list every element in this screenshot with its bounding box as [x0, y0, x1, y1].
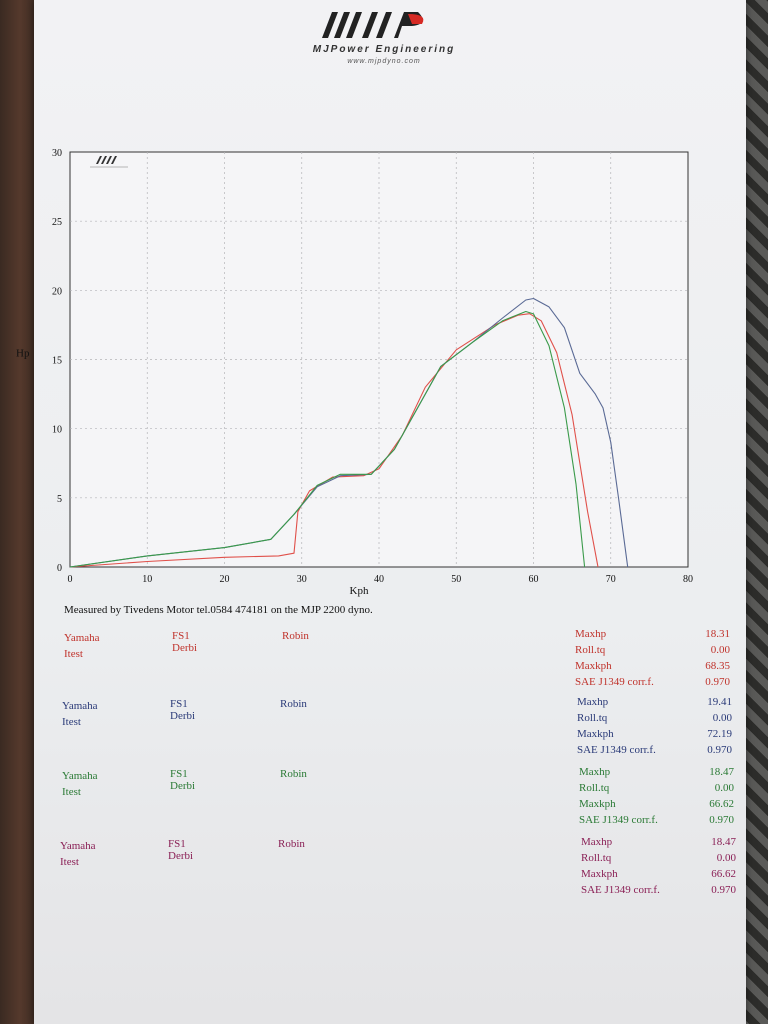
stat-roll-tq: Roll.tq 0.00	[577, 710, 732, 726]
run-vehicle: Yamaha Itest	[62, 698, 98, 730]
stat-correction: SAE J1349 corr.f. 0.970	[575, 674, 730, 690]
stat-correction-label: SAE J1349 corr.f.	[581, 884, 660, 896]
stat-maxkph: Maxkph 72.19	[577, 726, 732, 742]
run-stats-1: Maxhp 18.31 Roll.tq 0.00 Maxkph 68.35 SAE J134…	[575, 626, 730, 690]
run-model: FS1 Derbi	[170, 698, 196, 722]
x-tick-label: 60	[529, 574, 539, 585]
stat-maxhp: Maxhp 19.41	[577, 694, 732, 710]
x-tick-label: 0	[68, 574, 73, 585]
stat-maxkph-value: 68.35	[705, 660, 730, 672]
y-axis-label: Hp	[16, 348, 30, 360]
run-vehicle: Yamaha Itest	[62, 768, 98, 800]
y-tick-label: 15	[52, 356, 62, 367]
stat-maxkph-value: 66.62	[709, 798, 734, 810]
run-stats-4: Maxhp 18.47 Roll.tq 0.00 Maxkph 66.62 SAE J134…	[581, 834, 736, 898]
stat-roll-tq: Roll.tq 0.00	[581, 850, 736, 866]
y-tick-label: 5	[57, 494, 62, 505]
stat-maxhp-value: 18.31	[705, 628, 730, 640]
run-vehicle: Yamaha Itest	[64, 630, 100, 662]
run-stats-3: Maxhp 18.47 Roll.tq 0.00 Maxkph 66.62 SAE J134…	[579, 764, 734, 828]
stat-correction-value: 0.970	[705, 676, 730, 688]
stat-maxhp-label: Maxhp	[577, 696, 609, 708]
stat-maxkph: Maxkph 68.35	[575, 658, 730, 674]
run-model: FS1 Derbi	[170, 768, 196, 792]
company-name: MJPower Engineering	[312, 44, 456, 55]
stat-maxhp-label: Maxhp	[579, 766, 611, 778]
measured-by-note: Measured by Tivedens Motor tel.0584 4741…	[64, 604, 373, 616]
stat-correction-value: 0.970	[709, 814, 734, 826]
x-tick-label: 80	[683, 574, 693, 585]
x-tick-label: 10	[142, 574, 152, 585]
run-rider: Robin	[280, 768, 307, 780]
stat-roll-tq-label: Roll.tq	[579, 782, 610, 794]
run-rider: Robin	[280, 698, 307, 710]
stat-maxkph: Maxkph 66.62	[579, 796, 734, 812]
stat-roll-tq-value: 0.00	[710, 644, 730, 656]
run-make: Yamaha	[64, 632, 100, 644]
run-test: Itest	[64, 648, 83, 660]
stat-roll-tq: Roll.tq 0.00	[579, 780, 734, 796]
chart-logo-icon	[90, 156, 128, 168]
x-tick-label: 50	[451, 574, 461, 585]
mjp-logo-icon	[322, 12, 424, 38]
x-tick-label: 20	[220, 574, 230, 585]
run-rider: Robin	[282, 630, 309, 642]
stat-maxkph-label: Maxkph	[579, 798, 616, 810]
stat-correction-value: 0.970	[707, 744, 732, 756]
stat-correction: SAE J1349 corr.f. 0.970	[581, 882, 736, 898]
run-rider: Robin	[278, 838, 305, 850]
stat-maxhp-value: 18.47	[709, 766, 734, 778]
stat-maxhp: Maxhp 18.47	[579, 764, 734, 780]
stat-correction-value: 0.970	[711, 884, 736, 896]
stat-correction: SAE J1349 corr.f. 0.970	[579, 812, 734, 828]
x-axis-label: Kph	[350, 585, 369, 597]
stat-roll-tq-value: 0.00	[714, 782, 734, 794]
dyno-chart: 0 10 20 30 40 50 60 70 80 0 5 10 15 20 25 30 Kph Hp	[16, 148, 693, 597]
y-tick-label: 0	[57, 563, 62, 574]
stat-roll-tq-value: 0.00	[716, 852, 736, 864]
x-tick-label: 70	[606, 574, 616, 585]
x-tick-label: 30	[297, 574, 307, 585]
stat-roll-tq-label: Roll.tq	[581, 852, 612, 864]
run-model: FS1 Derbi	[172, 630, 198, 654]
y-tick-label: 10	[52, 425, 62, 436]
run-make: Yamaha	[62, 770, 98, 782]
stat-maxhp-value: 18.47	[711, 836, 736, 848]
stat-correction-label: SAE J1349 corr.f.	[575, 676, 654, 688]
stat-roll-tq: Roll.tq 0.00	[575, 642, 730, 658]
y-tick-label: 25	[52, 217, 62, 228]
stat-correction-label: SAE J1349 corr.f.	[577, 744, 656, 756]
stat-maxhp: Maxhp 18.31	[575, 626, 730, 642]
x-tick-label: 40	[374, 574, 384, 585]
stat-maxkph-label: Maxkph	[575, 660, 612, 672]
y-tick-label: 20	[52, 286, 62, 297]
stat-maxhp-value: 19.41	[707, 696, 732, 708]
y-tick-label: 30	[52, 148, 62, 159]
stat-maxhp-label: Maxhp	[581, 836, 613, 848]
run-test: Itest	[60, 856, 79, 868]
stat-roll-tq-label: Roll.tq	[575, 644, 606, 656]
stat-maxkph-value: 72.19	[707, 728, 732, 740]
run-vehicle: Yamaha Itest	[60, 838, 96, 870]
stat-roll-tq-label: Roll.tq	[577, 712, 608, 724]
run-test: Itest	[62, 786, 81, 798]
company-url: www.mjpdyno.com	[347, 58, 421, 65]
stat-roll-tq-value: 0.00	[712, 712, 732, 724]
stat-correction: SAE J1349 corr.f. 0.970	[577, 742, 732, 758]
stat-maxkph-value: 66.62	[711, 868, 736, 880]
run-test: Itest	[62, 716, 81, 728]
series-line-3	[69, 310, 586, 568]
run-make: Yamaha	[60, 840, 96, 852]
stat-maxkph: Maxkph 66.62	[581, 866, 736, 882]
run-model: FS1 Derbi	[168, 838, 194, 862]
stat-maxkph-label: Maxkph	[581, 868, 618, 880]
run-stats-2: Maxhp 19.41 Roll.tq 0.00 Maxkph 72.19 SAE J134…	[577, 694, 732, 758]
run-make: Yamaha	[62, 700, 98, 712]
stat-maxkph-label: Maxkph	[577, 728, 614, 740]
stat-maxhp: Maxhp 18.47	[581, 834, 736, 850]
stat-correction-label: SAE J1349 corr.f.	[579, 814, 658, 826]
stat-maxhp-label: Maxhp	[575, 628, 607, 640]
